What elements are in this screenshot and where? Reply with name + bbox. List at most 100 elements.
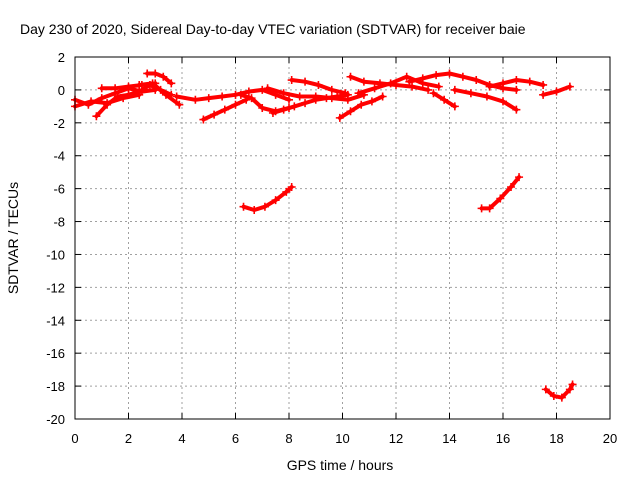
data-point	[367, 97, 376, 106]
series-arc-11	[263, 84, 368, 104]
series-arc-13	[335, 92, 387, 122]
data-point	[327, 85, 336, 94]
data-point	[103, 100, 112, 109]
data-point	[151, 69, 160, 78]
data-point	[236, 90, 245, 99]
data-point	[92, 112, 101, 121]
data-point	[512, 76, 521, 85]
data-point	[445, 69, 454, 78]
x-axis-label: GPS time / hours	[287, 457, 394, 473]
x-tick-label: 16	[496, 431, 510, 446]
data-point	[370, 84, 379, 93]
data-point	[335, 113, 344, 122]
data-point	[282, 187, 291, 196]
x-tick-label: 20	[603, 431, 617, 446]
data-point	[541, 385, 550, 394]
data-point	[552, 87, 561, 96]
y-tick-label: -10	[46, 247, 65, 262]
series-arc-17	[429, 89, 459, 111]
data-point	[485, 82, 494, 91]
data-point	[485, 204, 494, 213]
ticks: 0 2 4 6 8 10 12 14 16 18 2020-2-4-6-8-10-12-14-16-…	[46, 50, 617, 446]
y-tick-label: -16	[46, 346, 65, 361]
y-tick-label: -14	[46, 313, 65, 328]
data-point	[357, 100, 366, 109]
data-point	[285, 95, 293, 104]
data-point	[111, 84, 120, 93]
y-tick-label: -2	[53, 116, 65, 131]
series-band	[452, 87, 519, 112]
series-arc-16	[405, 69, 521, 94]
data-point	[477, 204, 486, 213]
data-point	[247, 94, 256, 103]
x-tick-label: 4	[178, 431, 185, 446]
x-tick-label: 2	[125, 431, 132, 446]
grid	[75, 57, 610, 419]
data-point	[159, 72, 168, 81]
data-point	[434, 82, 443, 91]
data-point	[258, 104, 267, 113]
data-point	[424, 85, 433, 94]
data-point	[418, 74, 427, 83]
data-point	[549, 391, 558, 400]
data-point	[295, 92, 304, 101]
data-point	[87, 97, 96, 106]
data-point	[250, 206, 259, 215]
data-point	[287, 76, 296, 85]
series-arc-5	[143, 69, 176, 88]
y-tick-label: -20	[46, 412, 65, 427]
data-point	[346, 107, 355, 116]
series-arc-12	[287, 76, 350, 98]
data-point	[507, 182, 516, 191]
data-point	[172, 92, 181, 101]
series-arc-22	[477, 173, 524, 213]
data-point	[301, 99, 310, 108]
y-tick-label: 0	[58, 83, 65, 98]
data-point	[161, 90, 170, 99]
series-band	[479, 175, 521, 211]
data-point	[408, 82, 417, 91]
data-point	[218, 92, 227, 101]
data-point	[466, 89, 475, 98]
data-point	[311, 92, 320, 101]
data-point	[343, 95, 352, 104]
data-point	[440, 95, 449, 104]
y-tick-label: -6	[53, 182, 65, 197]
data-point	[346, 72, 355, 81]
data-point	[268, 108, 277, 117]
data-point	[354, 89, 363, 98]
data-point	[263, 84, 272, 93]
data-point	[565, 385, 574, 394]
data-point	[482, 92, 491, 101]
y-axis-label: SDTVAR / TECUs	[5, 182, 21, 294]
plot-frame	[74, 56, 611, 420]
series-arc-15	[354, 72, 443, 98]
x-tick-label: 14	[442, 431, 456, 446]
series-band	[543, 382, 575, 400]
data-point	[472, 76, 481, 85]
data-point	[124, 90, 133, 99]
series-band	[137, 81, 182, 107]
data-point	[135, 80, 144, 89]
data-point	[290, 102, 299, 111]
data-point	[405, 77, 414, 86]
data-point	[279, 105, 288, 114]
series-arc-7	[172, 85, 293, 104]
series-arc-23	[541, 380, 577, 402]
data-points	[71, 69, 577, 402]
data-point	[220, 105, 229, 114]
data-point	[279, 89, 288, 98]
data-point	[557, 393, 566, 402]
data-point	[429, 89, 438, 98]
data-point	[359, 77, 368, 86]
data-point	[287, 182, 296, 191]
data-point	[167, 79, 176, 88]
y-tick-label: -12	[46, 280, 65, 295]
data-point	[515, 173, 524, 182]
data-point	[239, 202, 248, 211]
data-point	[378, 92, 387, 101]
data-point	[450, 85, 459, 94]
data-point	[539, 90, 548, 99]
data-point	[386, 79, 395, 88]
